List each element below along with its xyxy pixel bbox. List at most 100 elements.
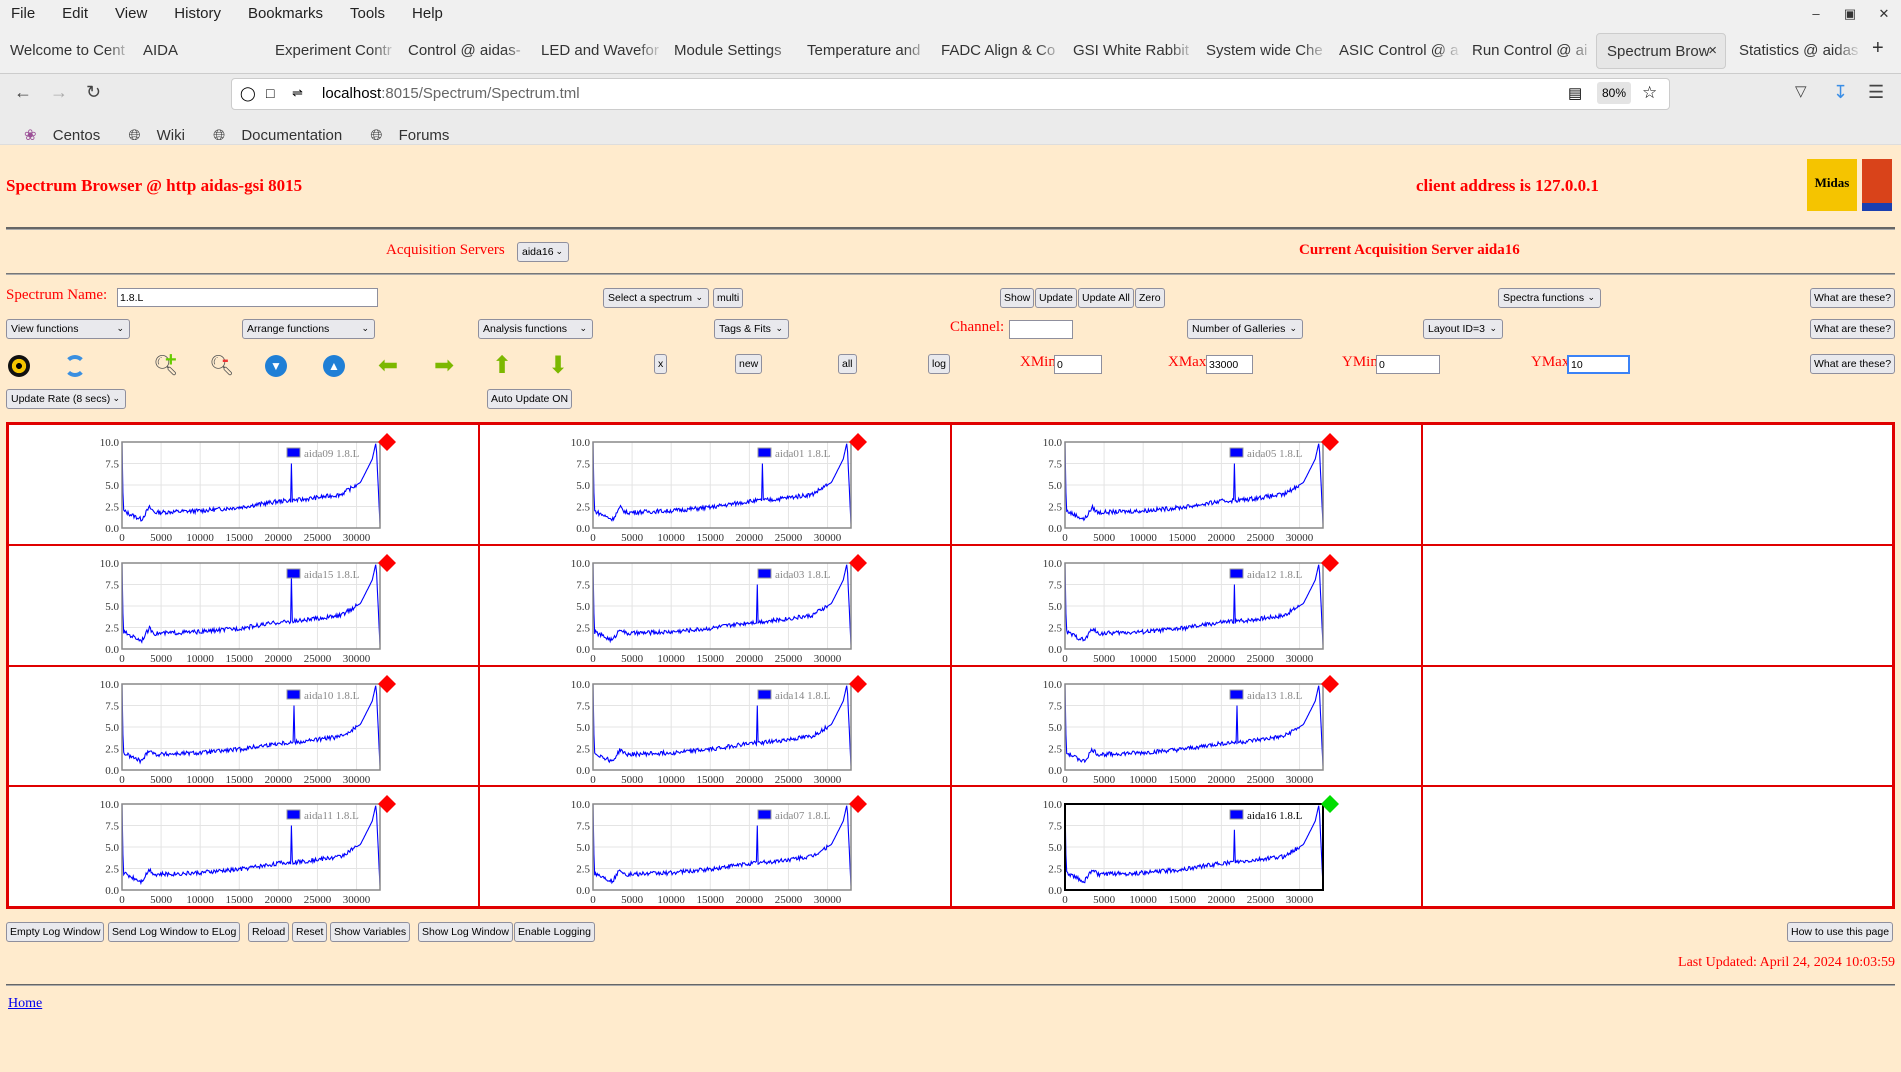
new-button[interactable]: new (735, 354, 763, 374)
bookmark-wiki[interactable]: 🌐︎ Wiki (128, 127, 185, 144)
spectra-functions-dropdown[interactable]: Spectra functions ⌄ (1498, 288, 1601, 308)
tags-fits-dropdown[interactable]: Tags & Fits ⌄ (714, 319, 789, 339)
status-diamond-icon[interactable] (849, 795, 868, 814)
forward-icon[interactable]: → (50, 82, 68, 102)
footer-button[interactable]: Empty Log Window (6, 922, 105, 942)
what-are-these-button-2[interactable]: What are these? (1810, 319, 1896, 339)
shield-icon[interactable]: ◯ (240, 85, 256, 101)
status-diamond-icon[interactable] (1320, 795, 1339, 814)
close-window-icon[interactable]: ✕ (1878, 6, 1890, 21)
spectrum-gallery-cell[interactable]: 0 5000 10000 15000 20000 25000 30000 0.0 2.5 5.0 7… (950, 424, 1422, 545)
ymin-input[interactable] (1376, 355, 1440, 374)
update-button[interactable]: Update (1035, 288, 1077, 308)
expand-up-icon[interactable]: ▲ (323, 355, 345, 377)
footer-button[interactable]: Show Log Window (418, 922, 513, 942)
multi-button[interactable]: multi (713, 288, 744, 308)
what-are-these-button-3[interactable]: What are these? (1810, 354, 1896, 374)
back-icon[interactable]: ← (14, 82, 32, 102)
radiation-icon[interactable] (8, 355, 30, 377)
footer-button[interactable]: Enable Logging (514, 922, 595, 942)
menu-file[interactable]: File (11, 5, 36, 22)
footer-button[interactable]: Reset (292, 922, 328, 942)
channel-input[interactable] (1009, 320, 1073, 339)
refresh-icon[interactable] (64, 355, 86, 377)
what-are-these-button-1[interactable]: What are these? (1810, 288, 1896, 308)
spectrum-gallery-cell[interactable]: 0 5000 10000 15000 20000 25000 30000 0.0 2.5 5.0 7… (950, 544, 1422, 666)
layout-id-dropdown[interactable]: Layout ID=3 ⌄ (1423, 319, 1503, 339)
status-diamond-icon[interactable] (378, 674, 396, 693)
maximize-icon[interactable]: ▣ (1843, 6, 1857, 21)
expand-down-icon[interactable]: ▼ (265, 355, 287, 377)
arrow-down-icon[interactable]: ⬇ (548, 352, 569, 379)
bookmark-documentation[interactable]: 🌐︎ Documentation (213, 127, 343, 144)
menu-tools[interactable]: Tools (349, 5, 386, 22)
arrow-right-icon[interactable]: ➡ (434, 352, 455, 379)
x-button[interactable]: x (654, 354, 668, 374)
home-link[interactable]: Home (8, 996, 43, 1011)
status-diamond-icon[interactable] (849, 433, 868, 451)
permissions-icon[interactable]: ⇌ (292, 85, 303, 100)
close-tab-icon[interactable]: × (1708, 42, 1717, 59)
number-of-galleries-dropdown[interactable]: Number of Galleries ⌄ (1187, 319, 1303, 339)
spectrum-gallery-cell[interactable]: 0 5000 10000 15000 20000 25000 30000 0.0 2.5 5.0 7… (8, 665, 480, 787)
tab[interactable]: Experiment Contr (265, 33, 398, 69)
tab[interactable]: Control @ aidas- (398, 33, 531, 69)
reload-icon[interactable]: ↻ (86, 82, 102, 102)
url-bar[interactable]: ◯ □ ⇌ localhost:8015/Spectrum/Spectrum.t… (231, 78, 1670, 110)
tab[interactable]: Run Control @ ai (1462, 33, 1595, 69)
status-diamond-icon[interactable] (1320, 553, 1339, 572)
spectrum-name-input[interactable] (117, 288, 378, 307)
tab[interactable]: Welcome to Cent (0, 33, 133, 69)
tab[interactable]: System wide Che (1196, 33, 1329, 69)
minimize-icon[interactable]: – (1812, 6, 1820, 21)
spectrum-gallery-cell[interactable]: 0 5000 10000 15000 20000 25000 30000 0.0 2.5 5.0 7… (479, 786, 951, 907)
spectrum-gallery-cell[interactable]: 0 5000 10000 15000 20000 25000 30000 0.0 2.5 5.0 7… (8, 424, 480, 545)
status-diamond-icon[interactable] (378, 795, 396, 814)
status-diamond-icon[interactable] (378, 553, 396, 572)
spectrum-gallery-cell[interactable]: 0 5000 10000 15000 20000 25000 30000 0.0 2.5 5.0 7… (8, 544, 480, 666)
tab[interactable]: Module Settings (664, 33, 797, 69)
footer-button[interactable]: Show Variables (330, 922, 411, 942)
arrow-up-icon[interactable]: ⬆ (492, 352, 513, 379)
zoom-out-icon[interactable]: 🔍︎ - (209, 349, 235, 377)
spectrum-gallery-cell[interactable]: 0 5000 10000 15000 20000 25000 30000 0.0 2.5 5.0 7… (950, 665, 1422, 787)
zoom-level[interactable]: 80% (1597, 82, 1632, 104)
menu-help[interactable]: Help (412, 5, 443, 22)
how-to-use-button[interactable]: How to use this page (1787, 922, 1894, 942)
select-spectrum-dropdown[interactable]: Select a spectrum ⌄ (603, 288, 709, 308)
tab[interactable]: GSI White Rabbit (1063, 33, 1196, 69)
tab[interactable]: ASIC Control @ a (1329, 33, 1462, 69)
arrange-functions-dropdown[interactable]: Arrange functions ⌄ (242, 319, 375, 339)
spectrum-gallery-cell[interactable]: 0 5000 10000 15000 20000 25000 30000 0.0 2.5 5.0 7… (950, 786, 1422, 907)
spectrum-gallery-cell[interactable]: 0 5000 10000 15000 20000 25000 30000 0.0 2.5 5.0 7… (8, 786, 480, 907)
menu-edit[interactable]: Edit (62, 5, 89, 22)
spectrum-gallery-cell[interactable]: 0 5000 10000 15000 20000 25000 30000 0.0 2.5 5.0 7… (479, 544, 951, 666)
auto-update-button[interactable]: Auto Update ON (487, 389, 573, 409)
footer-button[interactable]: Reload (248, 922, 290, 942)
menu-bookmarks[interactable]: Bookmarks (247, 5, 323, 22)
bookmark-forums[interactable]: 🌐︎ Forums (370, 127, 450, 144)
tab[interactable]: FADC Align & Co (931, 33, 1064, 69)
pocket-icon[interactable]: ▽ (1795, 83, 1807, 100)
all-button[interactable]: all (838, 354, 857, 374)
menu-view[interactable]: View (115, 5, 148, 22)
tab[interactable]: AIDA (133, 33, 266, 69)
analysis-functions-dropdown[interactable]: Analysis functions ⌄ (478, 319, 593, 339)
view-functions-dropdown[interactable]: View functions ⌄ (6, 319, 130, 339)
status-diamond-icon[interactable] (849, 553, 868, 572)
status-diamond-icon[interactable] (849, 674, 868, 693)
zero-button[interactable]: Zero (1135, 288, 1165, 308)
acquisition-server-select[interactable]: aida16 ⌄ (517, 242, 569, 262)
status-diamond-icon[interactable] (378, 433, 396, 451)
new-tab-icon[interactable]: + (1872, 37, 1884, 59)
arrow-left-icon[interactable]: ⬅ (378, 352, 399, 379)
footer-button[interactable]: Send Log Window to ELog (108, 922, 241, 942)
show-button[interactable]: Show (1000, 288, 1035, 308)
tab[interactable]: Statistics @ aidas (1729, 33, 1862, 69)
status-diamond-icon[interactable] (1320, 674, 1339, 693)
bookmark-centos[interactable]: ❀ Centos (24, 127, 101, 144)
log-button[interactable]: log (928, 354, 951, 374)
xmax-input[interactable] (1206, 355, 1253, 374)
download-icon[interactable]: ↧ (1833, 82, 1849, 102)
tab[interactable]: Spectrum Brow × (1596, 33, 1726, 69)
